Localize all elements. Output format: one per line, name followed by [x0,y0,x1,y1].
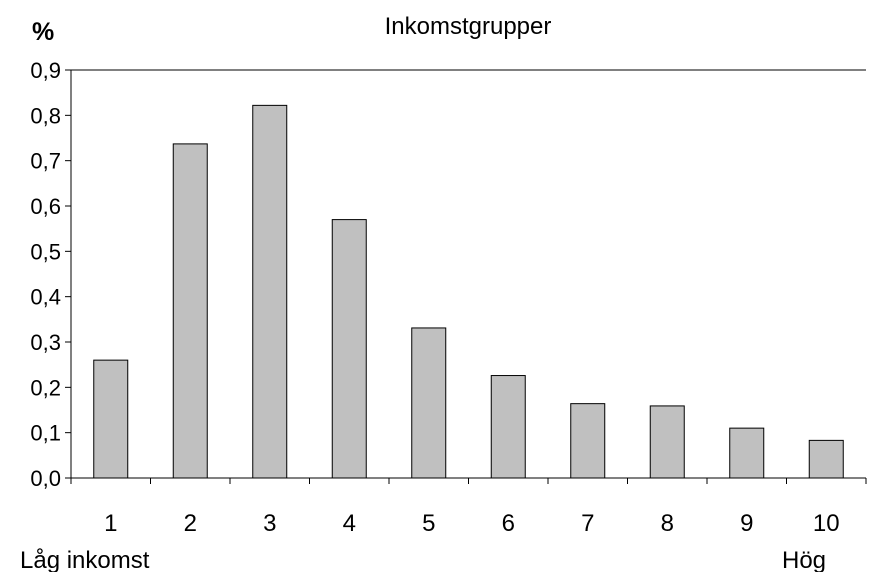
x-tick-label: 9 [740,510,753,537]
bar [729,427,765,479]
x-tick-label: 8 [661,510,674,537]
bar [808,439,844,479]
annotation-high-income: Hög [782,547,826,572]
y-tick-label: 0,8 [30,103,61,128]
bar [172,143,208,479]
bar [649,405,685,479]
x-tick-label: 3 [263,510,276,537]
y-tick-label: 0,9 [30,58,61,83]
x-tick-label: 2 [184,510,197,537]
y-tick-label: 0,1 [30,421,61,446]
bar [570,403,606,479]
annotation-low-income: Låg inkomst [20,547,150,572]
bar [93,359,129,479]
x-tick-label: 7 [581,510,594,537]
y-tick-label: 0,5 [30,239,61,264]
y-unit-label: % [32,18,54,46]
x-tick-label: 6 [502,510,515,537]
bar [490,375,526,479]
x-tick-label: 1 [104,510,117,537]
x-tick-label: 4 [343,510,356,537]
x-tick-label: 10 [813,510,840,537]
y-tick-label: 0,3 [30,330,61,355]
y-tick-label: 0,0 [30,466,61,491]
bar [411,327,447,479]
bar [252,104,288,479]
y-tick-label: 0,4 [30,285,61,310]
x-tick-label: 5 [422,510,435,537]
y-tick-label: 0,7 [30,149,61,174]
y-tick-label: 0,6 [30,194,61,219]
chart-title: Inkomstgrupper [385,13,552,40]
y-tick-label: 0,2 [30,375,61,400]
bar [331,219,367,479]
plot-area: 0,0 0,1 0,2 0,3 0,4 0,5 0,6 0,7 0,8 0,9 1 2 3 4 5 6 7 8 9 1… [30,58,867,537]
